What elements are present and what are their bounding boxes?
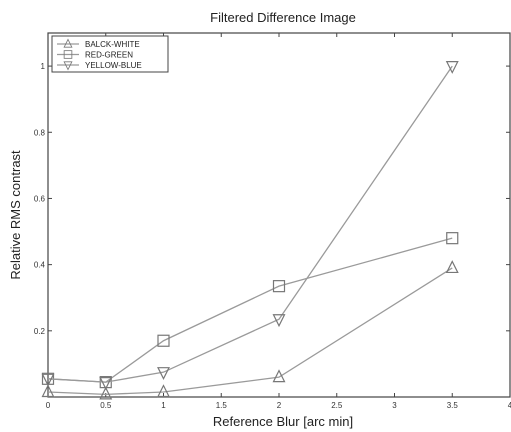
legend-item: RED-GREEN	[57, 50, 133, 60]
legend-item: YELLOW-BLUE	[57, 61, 142, 71]
data-point	[272, 280, 286, 293]
x-tick-label: 3	[392, 401, 397, 410]
series-line	[47, 267, 453, 396]
data-point	[99, 386, 113, 400]
data-point	[157, 334, 170, 347]
y-axis-label: Relative RMS contrast	[8, 150, 23, 280]
x-tick-label: 2.5	[331, 401, 343, 410]
legend-item: BALCK-WHITE	[57, 38, 140, 49]
x-tick-label: 2	[277, 401, 282, 410]
series-1	[41, 260, 459, 400]
data-point	[445, 260, 459, 274]
data-point	[41, 384, 55, 398]
x-tick-label: 1.5	[216, 401, 228, 410]
x-axis-label: Reference Blur [arc min]	[213, 414, 353, 429]
y-tick-label: 1	[41, 62, 46, 71]
y-tick-label: 0.8	[34, 128, 46, 137]
y-tick-label: 0.2	[34, 327, 46, 336]
x-tick-label: 4	[508, 401, 511, 410]
legend-marker	[63, 38, 73, 48]
legend-marker	[63, 61, 73, 71]
data-point	[445, 60, 459, 74]
data-point	[41, 373, 55, 387]
y-tick-label: 0.4	[34, 261, 46, 270]
data-point	[272, 369, 286, 383]
axis-ticks: 0 0.5 1 1.5 2 2.5 3 3.5 4 0.2 0.4 0.6 0.8 1	[34, 33, 511, 410]
legend-label: BALCK-WHITE	[85, 40, 140, 49]
series-layer	[41, 60, 459, 400]
y-tick-label: 0.6	[34, 194, 46, 203]
data-point	[272, 314, 286, 328]
series-line	[47, 237, 453, 383]
series-2	[41, 232, 459, 389]
x-tick-label: 1	[161, 401, 166, 410]
data-point	[157, 367, 170, 381]
data-point	[99, 377, 113, 390]
data-point	[446, 232, 459, 245]
x-tick-label: 0	[46, 401, 51, 410]
legend-label: RED-GREEN	[85, 51, 133, 60]
plot-frame	[47, 32, 511, 398]
legend-label: YELLOW-BLUE	[85, 61, 142, 70]
x-tick-label: 0.5	[100, 401, 112, 410]
x-tick-label: 3.5	[447, 401, 459, 410]
series-line	[47, 65, 453, 383]
data-point	[157, 384, 170, 398]
legend-marker	[63, 50, 73, 59]
chart-title: Filtered Difference Image	[210, 10, 356, 25]
series-3	[41, 60, 459, 390]
